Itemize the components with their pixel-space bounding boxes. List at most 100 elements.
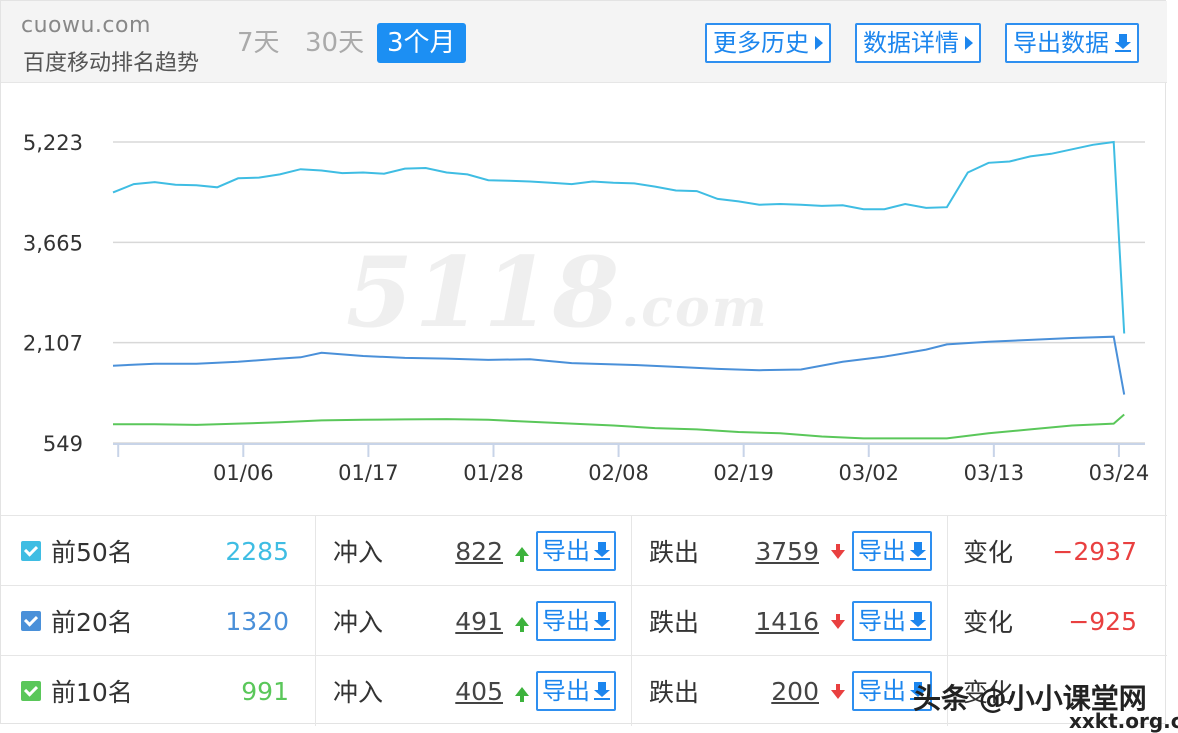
caret-right-icon bbox=[815, 36, 823, 50]
out-count-link[interactable]: 3759 bbox=[755, 536, 819, 566]
change-label: 变化 bbox=[963, 678, 1014, 707]
in-label: 冲入 bbox=[333, 678, 384, 707]
out-label: 跌出 bbox=[649, 538, 700, 567]
site-domain: cuowu.com bbox=[21, 13, 151, 38]
range-tab-3m[interactable]: 3个月 bbox=[377, 23, 466, 63]
column-divider bbox=[631, 656, 632, 726]
download-icon bbox=[910, 682, 926, 700]
x-tick-label: 01/28 bbox=[463, 461, 524, 485]
change-label: 变化 bbox=[963, 538, 1014, 567]
series-label: 前10名 bbox=[51, 678, 133, 707]
in-label: 冲入 bbox=[333, 538, 384, 567]
out-value-group: 200 bbox=[717, 656, 845, 726]
series-toggle[interactable]: 前50名 bbox=[21, 516, 133, 586]
series-label: 前20名 bbox=[51, 608, 133, 637]
y-tick-label: 5,223 bbox=[23, 131, 83, 155]
download-icon bbox=[1115, 34, 1131, 52]
series-line bbox=[113, 413, 1125, 440]
export-data-button[interactable]: 导出数据 bbox=[1005, 23, 1139, 63]
x-tick-label: 03/02 bbox=[838, 461, 899, 485]
ranking-line-chart: 5,223 3,665 2,107 549 01/06 01/17 01/28 02/08 02… bbox=[23, 131, 1149, 485]
export-label: 导出 bbox=[858, 677, 906, 705]
download-icon bbox=[910, 612, 926, 630]
export-in-button[interactable]: 导出 bbox=[536, 671, 616, 711]
checkbox-icon[interactable] bbox=[21, 541, 41, 561]
y-tick-label: 2,107 bbox=[23, 332, 83, 356]
series-line bbox=[112, 335, 1126, 395]
arrow-up-icon bbox=[515, 546, 529, 562]
series-toggle[interactable]: 前10名 bbox=[21, 656, 133, 726]
table-row: 前50名 2285 冲入 822 导出 跌出 3759 导出 bbox=[1, 515, 1167, 586]
keyword-count: 1320 bbox=[225, 606, 289, 636]
table-row: 前20名 1320 冲入 491 导出 跌出 1416 导出 bbox=[1, 585, 1167, 656]
in-count-link[interactable]: 405 bbox=[455, 676, 503, 706]
out-count-link[interactable]: 1416 bbox=[755, 606, 819, 636]
keyword-count: 991 bbox=[241, 676, 289, 706]
out-label: 跌出 bbox=[649, 678, 700, 707]
watermark-5118: 5118.com bbox=[346, 236, 769, 349]
checkbox-icon[interactable] bbox=[21, 681, 41, 701]
x-tick-label: 02/19 bbox=[713, 461, 774, 485]
column-divider bbox=[315, 516, 316, 586]
series-label: 前50名 bbox=[51, 538, 133, 567]
export-label: 导出 bbox=[542, 537, 590, 565]
export-out-button[interactable]: 导出 bbox=[852, 601, 932, 641]
out-value-group: 3759 bbox=[717, 516, 845, 586]
panel-subtitle: 百度移动排名趋势 bbox=[23, 51, 200, 76]
download-icon bbox=[594, 542, 610, 560]
arrow-down-icon bbox=[831, 543, 845, 559]
y-tick-label: 3,665 bbox=[23, 231, 83, 255]
column-divider bbox=[631, 516, 632, 586]
y-tick-label: 549 bbox=[43, 432, 83, 456]
change-value: −2937 bbox=[1052, 536, 1137, 566]
column-divider bbox=[947, 586, 948, 656]
out-value-group: 1416 bbox=[717, 586, 845, 656]
export-label: 导出 bbox=[858, 607, 906, 635]
watermark-suffix: .com bbox=[621, 278, 769, 339]
x-tick-label: 01/06 bbox=[213, 461, 274, 485]
corner-url: xxkt.org.cn bbox=[1069, 709, 1178, 733]
export-data-label: 导出数据 bbox=[1013, 29, 1109, 57]
table-row: 前10名 991 冲入 405 导出 跌出 200 导出 bbox=[1, 655, 1167, 726]
data-details-label: 数据详情 bbox=[863, 29, 959, 57]
download-icon bbox=[594, 612, 610, 630]
checkbox-icon[interactable] bbox=[21, 611, 41, 631]
series-line bbox=[112, 140, 1126, 334]
x-tick-label: 03/13 bbox=[964, 461, 1025, 485]
panel-header: cuowu.com 百度移动排名趋势 7天 30天 3个月 更多历史 数据详情 … bbox=[1, 1, 1167, 83]
arrow-up-icon bbox=[515, 686, 529, 702]
arrow-down-icon bbox=[831, 683, 845, 699]
series-toggle[interactable]: 前20名 bbox=[21, 586, 133, 656]
column-divider bbox=[315, 656, 316, 726]
change-value: −925 bbox=[1068, 606, 1137, 636]
export-label: 导出 bbox=[542, 607, 590, 635]
arrow-up-icon bbox=[515, 616, 529, 632]
in-label: 冲入 bbox=[333, 608, 384, 637]
out-count-link[interactable]: 200 bbox=[771, 676, 819, 706]
arrow-down-icon bbox=[831, 613, 845, 629]
column-divider bbox=[947, 516, 948, 586]
range-tab-7d[interactable]: 7天 bbox=[237, 28, 280, 58]
out-label: 跌出 bbox=[649, 608, 700, 637]
in-value-group: 822 bbox=[401, 516, 529, 586]
ranking-panel: cuowu.com 百度移动排名趋势 7天 30天 3个月 更多历史 数据详情 … bbox=[0, 0, 1166, 724]
change-label: 变化 bbox=[963, 608, 1014, 637]
download-icon bbox=[910, 542, 926, 560]
export-out-button[interactable]: 导出 bbox=[852, 671, 932, 711]
download-icon bbox=[594, 682, 610, 700]
data-details-button[interactable]: 数据详情 bbox=[855, 23, 981, 63]
corner-watermark: 头条 @小小课堂网 bbox=[913, 682, 1147, 715]
keyword-count: 2285 bbox=[225, 536, 289, 566]
more-history-button[interactable]: 更多历史 bbox=[705, 23, 831, 63]
caret-right-icon bbox=[965, 36, 973, 50]
in-count-link[interactable]: 822 bbox=[455, 536, 503, 566]
range-tab-30d[interactable]: 30天 bbox=[305, 28, 365, 58]
export-out-button[interactable]: 导出 bbox=[852, 531, 932, 571]
export-in-button[interactable]: 导出 bbox=[536, 601, 616, 641]
export-label: 导出 bbox=[858, 537, 906, 565]
export-label: 导出 bbox=[542, 677, 590, 705]
column-divider bbox=[315, 586, 316, 656]
export-in-button[interactable]: 导出 bbox=[536, 531, 616, 571]
in-value-group: 405 bbox=[401, 656, 529, 726]
in-count-link[interactable]: 491 bbox=[455, 606, 503, 636]
